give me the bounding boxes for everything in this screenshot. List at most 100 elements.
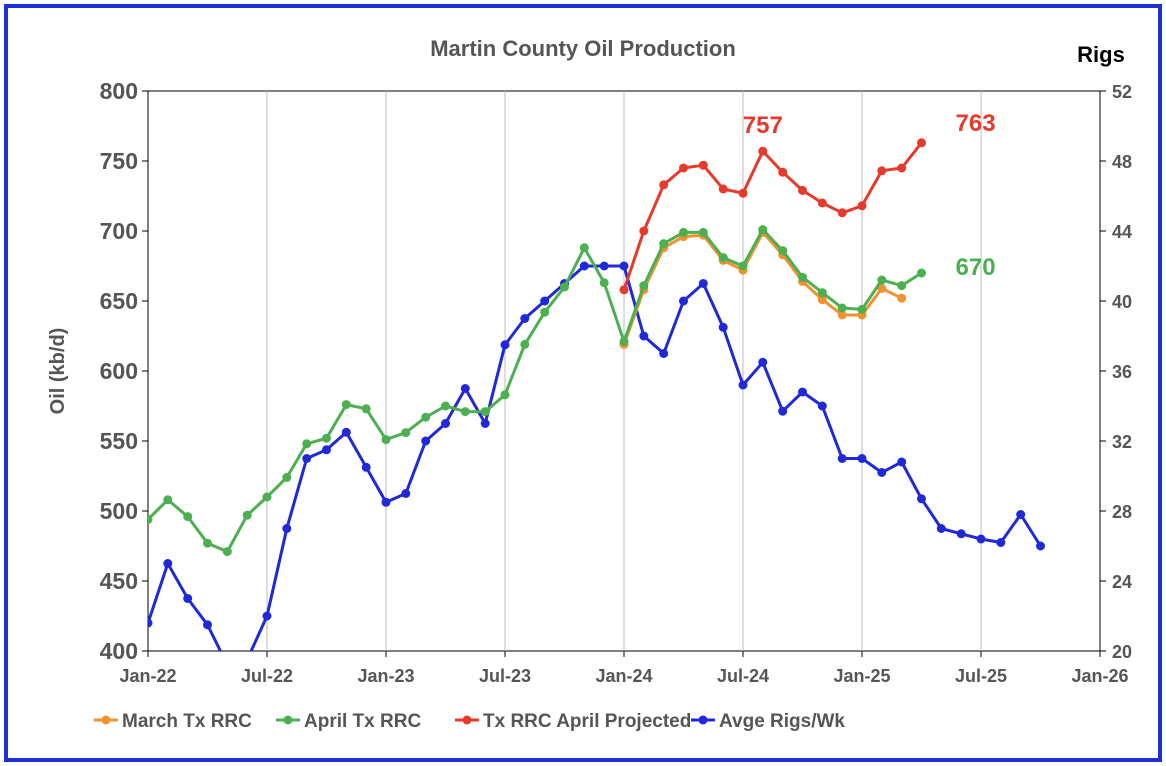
data-point (520, 314, 530, 323)
oil-production-chart: 400 450 500 550 600 650 700 750 800 20 24 28 32 36 40… (47, 36, 1132, 732)
data-point (917, 138, 926, 148)
annotation-label: 757 (743, 112, 783, 139)
y2-tick-label: 52 (1112, 82, 1132, 102)
y2-tick-label: 28 (1112, 502, 1132, 522)
data-point (282, 524, 292, 533)
data-point (441, 401, 450, 411)
data-point (698, 160, 708, 170)
data-point (619, 285, 629, 295)
data-point (381, 435, 391, 445)
x-tick-label: Jul-23 (479, 666, 531, 686)
data-point (857, 454, 867, 463)
data-point (282, 472, 292, 482)
data-point (778, 406, 788, 416)
data-point (183, 512, 193, 522)
data-point (163, 559, 173, 568)
series-layer (148, 138, 1045, 670)
data-point (148, 514, 153, 524)
chart-title: Martin County Oil Production (430, 36, 736, 61)
data-point (619, 337, 629, 347)
data-point (223, 661, 232, 670)
data-point (897, 163, 907, 173)
data-point (540, 307, 550, 317)
data-point (341, 400, 351, 410)
legend-swatch-marker (101, 715, 111, 725)
legend: March Tx RRC April Tx RRC Tx RRC April Pro… (94, 711, 845, 732)
x-tick-label: Jan-26 (1071, 666, 1128, 686)
data-point (897, 457, 907, 467)
y-tick-label: 600 (100, 358, 138, 384)
data-point (460, 407, 470, 417)
x-tick-label: Jan-23 (357, 666, 414, 686)
data-point (758, 146, 768, 156)
legend-label: April Tx RRC (304, 711, 421, 732)
legend-swatch-marker (462, 715, 472, 725)
right-axis-title: Rigs (1077, 42, 1125, 67)
y-tick-label: 800 (100, 78, 138, 104)
data-point (897, 281, 907, 291)
data-point (857, 201, 867, 211)
y2-tick-label: 32 (1112, 432, 1132, 452)
x-tick-label: Jan-22 (119, 666, 176, 686)
x-tick-label: Jul-22 (241, 666, 293, 686)
data-point (996, 538, 1006, 547)
y-tick-label: 700 (100, 218, 138, 244)
data-point (203, 538, 212, 548)
data-point (302, 439, 312, 449)
data-point (758, 357, 768, 367)
x-tick-label: Jan-25 (833, 666, 890, 686)
data-point (877, 283, 887, 293)
data-point (500, 340, 510, 350)
data-point (1016, 510, 1026, 519)
left-axis-title: Oil (kb/d) (47, 328, 69, 415)
data-point (322, 433, 331, 443)
data-point (639, 226, 649, 236)
data-point (262, 492, 272, 502)
data-point (401, 489, 411, 498)
data-point (361, 462, 371, 472)
data-point (520, 339, 530, 349)
data-point (401, 428, 411, 438)
data-point (540, 296, 550, 306)
data-point (441, 419, 450, 428)
data-point (718, 184, 728, 194)
data-point (837, 303, 847, 313)
data-point (956, 529, 966, 539)
legend-item: April Tx RRC (276, 711, 421, 732)
data-point (798, 272, 807, 282)
data-point (679, 296, 688, 306)
data-point (659, 239, 669, 249)
data-point (698, 279, 708, 288)
legend-label: Tx RRC April Projected (483, 711, 691, 732)
data-point (738, 380, 748, 390)
data-point (837, 208, 847, 218)
data-point (322, 445, 331, 455)
data-point (798, 185, 807, 195)
legend-label: March Tx RRC (122, 711, 252, 732)
data-point (381, 497, 391, 507)
legend-item: March Tx RRC (94, 711, 252, 732)
annotation-label: 763 (956, 110, 996, 137)
data-point (480, 419, 490, 428)
data-point (560, 282, 569, 292)
data-point (243, 655, 252, 664)
data-point (599, 278, 609, 288)
series-line (148, 228, 923, 554)
data-point (936, 524, 946, 533)
y-tick-label: 450 (100, 568, 138, 594)
data-point (917, 268, 926, 278)
y-tick-label: 400 (100, 638, 138, 664)
data-point (837, 310, 847, 320)
data-point (778, 246, 788, 256)
x-tick-label: Jul-24 (717, 666, 769, 686)
series-line (622, 141, 923, 291)
data-point (758, 225, 768, 235)
data-point (817, 401, 827, 411)
y-tick-label: 750 (100, 148, 138, 174)
y2-tick-label: 44 (1112, 222, 1132, 242)
data-point (262, 611, 272, 621)
right-axis-ticks: 20 24 28 32 36 40 44 48 52 (1100, 82, 1132, 662)
data-point (698, 227, 708, 237)
data-point (1036, 541, 1045, 551)
data-point (897, 293, 907, 303)
